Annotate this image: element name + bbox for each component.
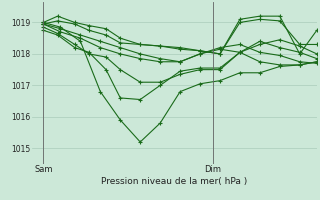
X-axis label: Pression niveau de la mer( hPa ): Pression niveau de la mer( hPa ) <box>101 177 248 186</box>
